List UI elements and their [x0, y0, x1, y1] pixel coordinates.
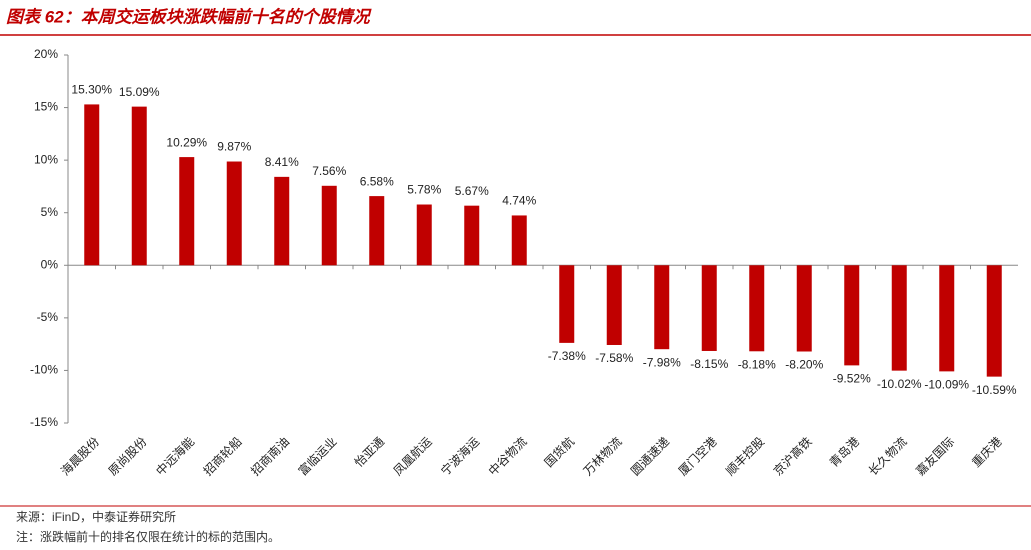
bar [321, 185, 337, 266]
y-tick-label: 0% [41, 257, 59, 271]
y-tick-label: -15% [30, 415, 58, 429]
x-tick-label: 招商轮船 [200, 434, 245, 479]
value-label: -7.98% [643, 355, 681, 369]
y-tick-label: 10% [34, 152, 58, 166]
bar [986, 265, 1002, 377]
x-tick-label: 万林物流 [581, 434, 625, 478]
bar [654, 265, 670, 350]
x-tick-label: 长久物流 [866, 434, 910, 478]
x-tick-label: 圆通速递 [628, 434, 672, 478]
value-label: 9.87% [217, 140, 251, 154]
x-tick-label: 招商南油 [248, 434, 293, 479]
x-tick-label: 宁波海运 [438, 434, 483, 479]
bar [796, 265, 812, 352]
x-tick-label: 海晨股份 [58, 434, 103, 479]
x-tick-label: 国货航 [541, 434, 577, 470]
bar [84, 104, 100, 266]
value-label: 7.56% [312, 164, 346, 178]
y-tick-label: 5% [41, 205, 59, 219]
source-note: 来源：iFinD，中泰证券研究所 [16, 509, 176, 524]
y-tick-label: 20% [34, 47, 58, 61]
value-label: 10.29% [166, 135, 207, 149]
y-tick-label: -5% [37, 310, 59, 324]
x-tick-label: 青岛港 [826, 434, 862, 470]
bar [369, 196, 385, 266]
value-label: -7.38% [548, 349, 586, 363]
value-label: -8.20% [785, 358, 823, 372]
x-tick-label: 嘉友国际 [913, 434, 957, 478]
x-tick-label: 原尚股份 [106, 434, 150, 478]
x-tick-label: 京沪高铁 [770, 434, 815, 479]
bar [511, 215, 527, 266]
bar [939, 265, 955, 372]
value-label: 8.41% [265, 155, 299, 169]
x-tick-label: 富临运业 [295, 434, 340, 479]
value-label: -9.52% [833, 372, 871, 386]
bar [416, 204, 432, 266]
bar [606, 265, 622, 345]
x-tick-label: 重庆港 [969, 434, 1004, 469]
value-label: -10.09% [924, 378, 969, 392]
y-tick-label: -10% [30, 363, 58, 377]
value-label: 6.58% [360, 174, 394, 188]
bar [749, 265, 765, 352]
bar [701, 265, 717, 351]
value-label: -8.18% [738, 357, 776, 371]
value-label: 5.67% [455, 184, 489, 198]
y-tick-label: 15% [34, 100, 58, 114]
bar [559, 265, 575, 343]
x-tick-label: 凤凰航运 [390, 434, 435, 479]
x-tick-label: 中远海能 [153, 434, 198, 479]
x-tick-label: 怡亚通 [352, 434, 387, 469]
value-label: 15.09% [119, 85, 160, 99]
bar [131, 106, 147, 266]
x-tick-label: 顺丰控股 [723, 434, 767, 478]
value-label: -10.02% [877, 377, 922, 391]
chart-title: 图表 62：本周交运板块涨跌幅前十名的个股情况 [6, 7, 373, 26]
bar [274, 176, 290, 266]
value-label: -7.58% [595, 351, 633, 365]
value-label: -8.15% [690, 357, 728, 371]
x-tick-label: 厦门空港 [675, 434, 720, 479]
value-label: -10.59% [972, 383, 1017, 397]
value-label: 4.74% [502, 194, 536, 208]
bar [844, 265, 860, 366]
bar [226, 161, 242, 266]
footnote: 注：涨跌幅前十的排名仅限在统计的标的范围内。 [16, 529, 280, 544]
value-label: 5.78% [407, 183, 441, 197]
value-label: 15.30% [71, 83, 112, 97]
x-tick-label: 中谷物流 [485, 434, 530, 479]
bar [179, 157, 195, 266]
bar [464, 205, 480, 266]
bar [891, 265, 907, 371]
